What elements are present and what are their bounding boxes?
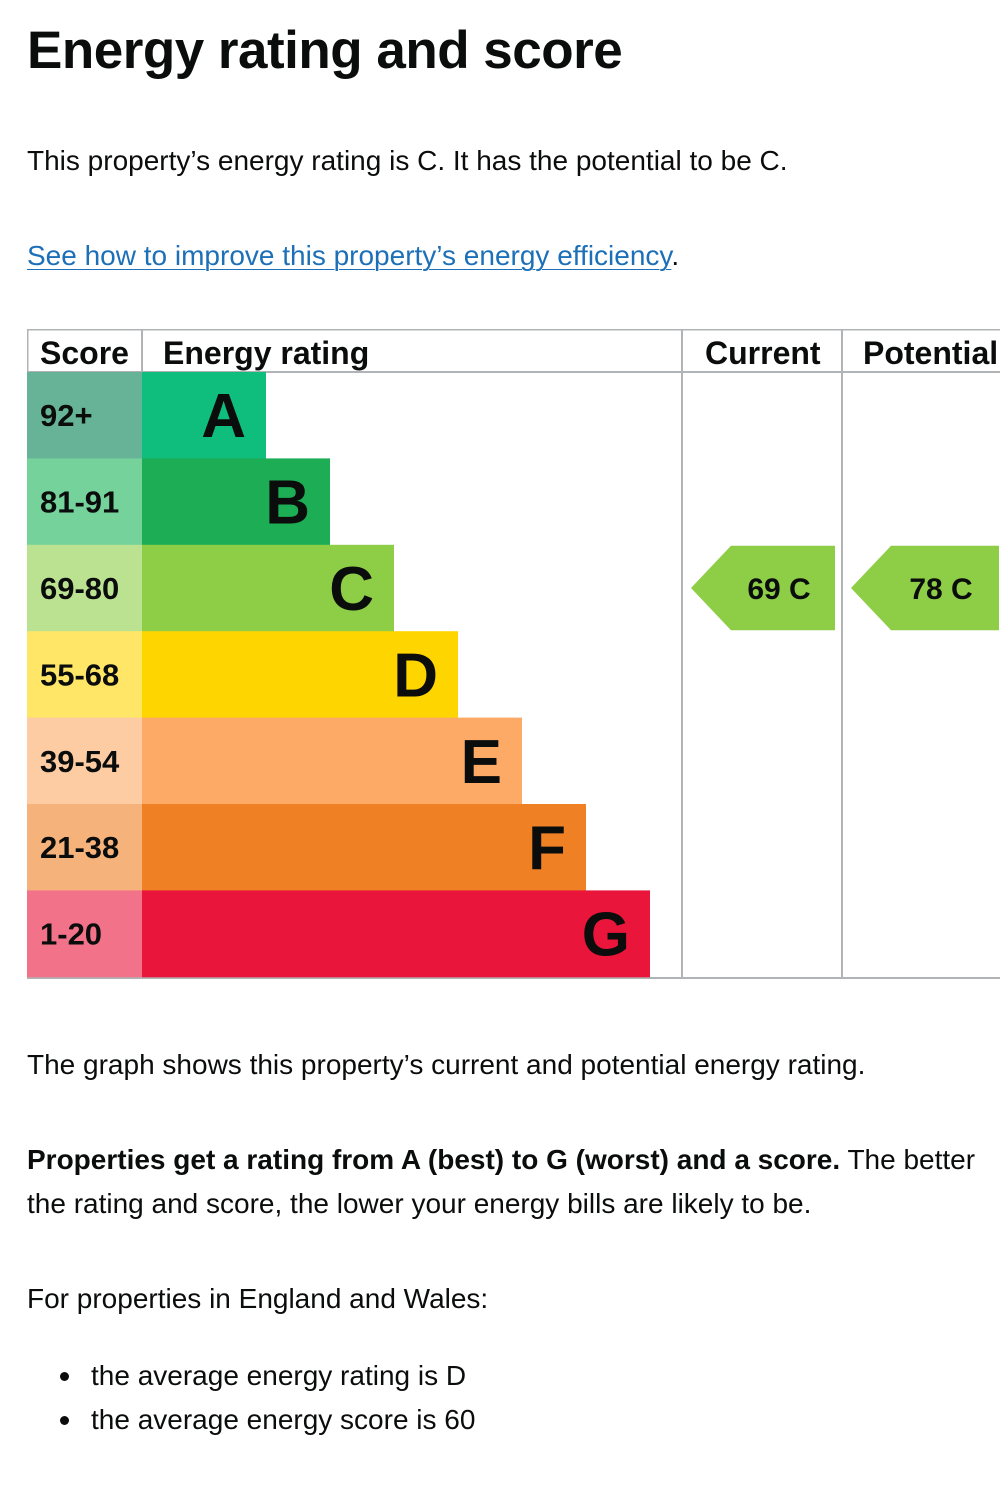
score-cell-e: [27, 717, 142, 805]
energy-rating-graph: Score Energy rating Current Potential 92+ A 81…: [27, 329, 1000, 979]
potential-rating-label: 78 C: [909, 573, 972, 606]
current-rating-arrow: [691, 545, 835, 631]
score-cell-b: [27, 458, 142, 546]
score-range-g: 1-20: [40, 917, 102, 952]
score-range-e: 39-54: [40, 744, 120, 779]
score-range-d: 55-68: [40, 657, 119, 692]
bullet-icon: [60, 1416, 69, 1425]
average-rating-text: the average energy rating is D: [91, 1360, 467, 1391]
ratings-explanation-bold: Properties get a rating from A (best) to…: [27, 1144, 841, 1175]
potential-column-header: Potential: [863, 335, 998, 371]
energy-rating-chart: Score Energy rating Current Potential 92+ A 81…: [27, 329, 1000, 979]
rating-letter-f: F: [528, 814, 566, 883]
average-score-text: the average energy score is 60: [91, 1404, 476, 1435]
score-column-header: Score: [40, 335, 129, 371]
current-column-header: Current: [705, 335, 821, 371]
ratings-explanation-rest: The better: [840, 1144, 976, 1175]
rating-summary: This property’s energy rating is C. It h…: [27, 145, 788, 176]
score-range-f: 21-38: [40, 830, 119, 865]
rating-bar-d: [142, 631, 458, 719]
rating-bar-e: [142, 717, 522, 805]
averages-list: the average energy rating is D the avera…: [27, 1354, 475, 1442]
rating-bar-c: [142, 544, 394, 632]
improve-efficiency-link[interactable]: See how to improve this property’s energ…: [27, 240, 672, 271]
score-range-b: 81-91: [40, 485, 119, 520]
rating-bar-f: [142, 804, 586, 891]
current-rating-label: 69 C: [747, 573, 810, 606]
score-cell-a: [27, 372, 142, 459]
page-title: Energy rating and score: [27, 21, 623, 80]
rating-bar-a: [142, 372, 266, 459]
rating-letter-g: G: [582, 901, 630, 970]
rating-bar-g: [142, 890, 650, 978]
score-cell-c: [27, 544, 142, 632]
score-cell-f: [27, 804, 142, 891]
rating-bar-b: [142, 458, 330, 546]
rating-letter-d: D: [393, 641, 438, 710]
list-item: the average energy rating is D: [27, 1354, 475, 1398]
bullet-icon: [60, 1372, 69, 1381]
list-item: the average energy score is 60: [27, 1398, 475, 1442]
graph-description: The graph shows this property’s current …: [27, 1049, 866, 1080]
rating-column-header: Energy rating: [163, 335, 369, 371]
improve-link-suffix: .: [671, 240, 680, 271]
ratings-explanation: Properties get a rating from A (best) to…: [27, 1138, 975, 1182]
score-cell-d: [27, 631, 142, 719]
ratings-explanation-line2: the rating and score, the lower your ene…: [27, 1188, 812, 1219]
rating-letter-e: E: [461, 728, 502, 797]
rating-letter-b: B: [265, 469, 310, 538]
score-range-c: 69-80: [40, 571, 119, 606]
improve-paragraph: See how to improve this property’s energ…: [27, 234, 679, 278]
score-range-a: 92+: [40, 398, 93, 433]
potential-rating-arrow: [851, 545, 999, 631]
score-cell-g: [27, 890, 142, 978]
england-wales-intro: For properties in England and Wales:: [27, 1283, 489, 1314]
rating-letter-a: A: [201, 382, 246, 451]
rating-letter-c: C: [329, 555, 374, 624]
